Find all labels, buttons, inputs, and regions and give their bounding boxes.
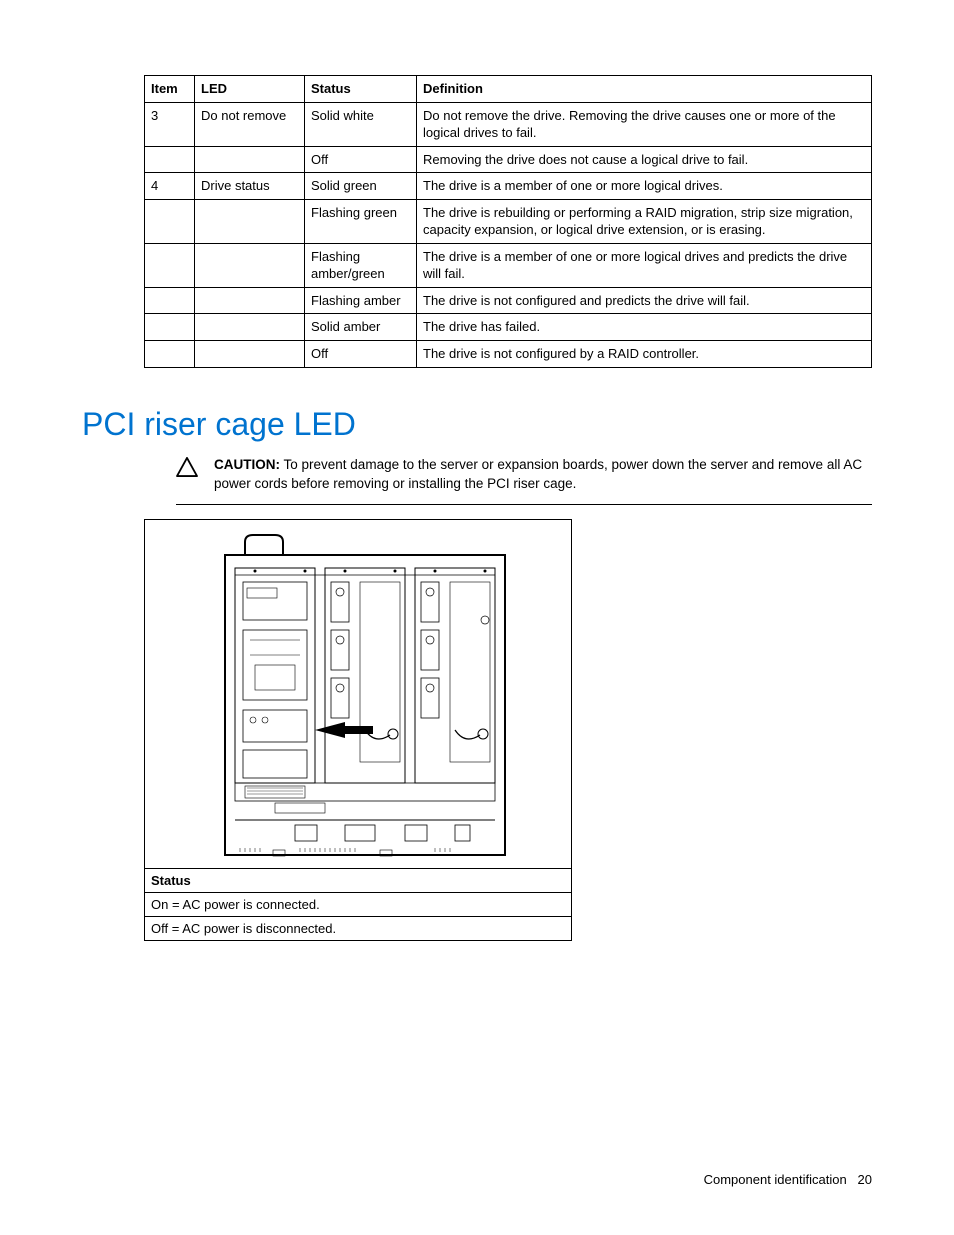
status-th: Status	[145, 868, 572, 892]
table-row: Solid amberThe drive has failed.	[145, 314, 872, 341]
table-row: OffThe drive is not configured by a RAID…	[145, 341, 872, 368]
led-definitions-table: Item LED Status Definition 3Do not remov…	[144, 75, 872, 368]
table-cell	[195, 199, 305, 243]
table-cell: The drive is a member of one or more log…	[417, 243, 872, 287]
caution-label: CAUTION:	[214, 457, 280, 472]
table-cell	[145, 314, 195, 341]
caution-body: To prevent damage to the server or expan…	[214, 457, 862, 492]
table-cell: Flashing amber/green	[305, 243, 417, 287]
table-row: Flashing greenThe drive is rebuilding or…	[145, 199, 872, 243]
table-cell: 4	[145, 173, 195, 200]
table-cell: The drive is rebuilding or performing a …	[417, 199, 872, 243]
table-cell	[195, 287, 305, 314]
pci-riser-diagram	[144, 519, 572, 869]
table-cell	[195, 314, 305, 341]
caution-icon	[176, 457, 198, 477]
table-row: Flashing amberThe drive is not configure…	[145, 287, 872, 314]
caution-block: CAUTION: To prevent damage to the server…	[176, 455, 872, 505]
table-cell	[195, 341, 305, 368]
table-cell	[145, 243, 195, 287]
table-cell: Do not remove	[195, 102, 305, 146]
th-item: Item	[145, 76, 195, 103]
footer-section: Component identification	[704, 1172, 847, 1187]
footer-page: 20	[858, 1172, 872, 1187]
table-cell: Off = AC power is disconnected.	[145, 916, 572, 940]
status-table-body: On = AC power is connected.Off = AC powe…	[145, 892, 572, 940]
table-cell: The drive is not configured by a RAID co…	[417, 341, 872, 368]
led-table-body: 3Do not removeSolid whiteDo not remove t…	[145, 102, 872, 367]
table-cell: Off	[305, 146, 417, 173]
table-cell: Solid green	[305, 173, 417, 200]
table-cell: The drive has failed.	[417, 314, 872, 341]
th-status: Status	[305, 76, 417, 103]
th-led: LED	[195, 76, 305, 103]
table-cell: Off	[305, 341, 417, 368]
table-cell: On = AC power is connected.	[145, 892, 572, 916]
th-definition: Definition	[417, 76, 872, 103]
caution-text: CAUTION: To prevent damage to the server…	[214, 455, 872, 494]
table-cell: Do not remove the drive. Removing the dr…	[417, 102, 872, 146]
table-cell	[145, 199, 195, 243]
table-cell	[145, 341, 195, 368]
table-cell	[195, 146, 305, 173]
table-cell: The drive is not configured and predicts…	[417, 287, 872, 314]
table-cell: Drive status	[195, 173, 305, 200]
table-cell: Removing the drive does not cause a logi…	[417, 146, 872, 173]
table-cell: Solid amber	[305, 314, 417, 341]
table-row: On = AC power is connected.	[145, 892, 572, 916]
table-row: Flashing amber/greenThe drive is a membe…	[145, 243, 872, 287]
table-cell: 3	[145, 102, 195, 146]
table-cell	[145, 287, 195, 314]
page-footer: Component identification 20	[704, 1172, 872, 1187]
table-cell: Flashing amber	[305, 287, 417, 314]
table-cell	[145, 146, 195, 173]
table-row: Off = AC power is disconnected.	[145, 916, 572, 940]
table-row: OffRemoving the drive does not cause a l…	[145, 146, 872, 173]
table-cell	[195, 243, 305, 287]
table-cell: The drive is a member of one or more log…	[417, 173, 872, 200]
table-cell: Flashing green	[305, 199, 417, 243]
table-row: 4Drive statusSolid greenThe drive is a m…	[145, 173, 872, 200]
table-cell: Solid white	[305, 102, 417, 146]
status-table: Status On = AC power is connected.Off = …	[144, 868, 572, 941]
section-heading: PCI riser cage LED	[82, 406, 872, 443]
table-row: 3Do not removeSolid whiteDo not remove t…	[145, 102, 872, 146]
